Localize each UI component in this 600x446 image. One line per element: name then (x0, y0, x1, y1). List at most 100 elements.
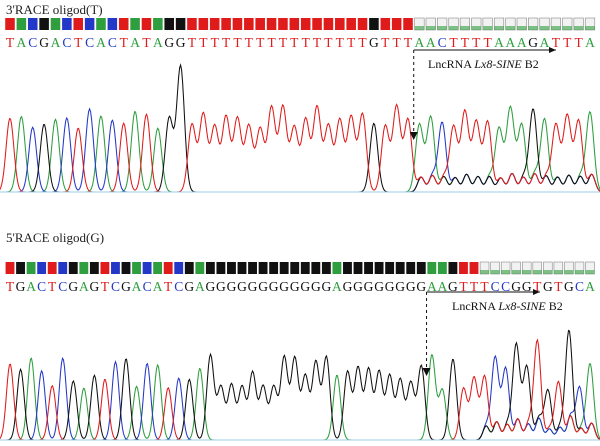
quality-square (47, 262, 57, 274)
base-letter: T (199, 35, 208, 50)
quality-square (62, 18, 72, 30)
base-letter: T (48, 279, 57, 294)
quality-square (323, 18, 334, 30)
base-letter: G (68, 279, 78, 294)
quality-square (216, 262, 226, 274)
base-letter: T (222, 35, 231, 50)
quality-square (100, 262, 110, 274)
base-letter: G (279, 279, 289, 294)
quality-square (244, 18, 254, 30)
quality-square (89, 262, 99, 274)
base-letter: G (16, 279, 26, 294)
base-letter: G (528, 35, 538, 50)
quality-square (107, 18, 118, 30)
base-letter: T (101, 279, 110, 294)
quality-square (130, 18, 140, 30)
quality-fill (539, 26, 550, 30)
base-letter: G (258, 279, 268, 294)
base-letter: C (28, 35, 37, 50)
panel-title: 5'RACE oligod(G) (6, 230, 105, 245)
quality-fill (490, 270, 500, 274)
quality-square (184, 262, 194, 274)
base-letter: G (343, 279, 353, 294)
base-letter: A (540, 35, 550, 50)
base-letter: C (438, 35, 447, 50)
base-letter: C (37, 279, 46, 294)
base-letter: T (6, 35, 15, 50)
quality-square (459, 262, 468, 274)
base-letter: T (324, 35, 333, 50)
quality-square (353, 262, 363, 274)
quality-square (16, 18, 27, 30)
base-letter: T (554, 279, 563, 294)
quality-fill (437, 26, 447, 30)
base-letter: T (279, 35, 288, 50)
base-letter: T (358, 35, 367, 50)
base-letter: G (184, 279, 194, 294)
base-letter: T (347, 35, 356, 50)
quality-square (121, 262, 131, 274)
trace-G (0, 329, 600, 441)
quality-square (311, 262, 321, 274)
quality-square (195, 262, 205, 274)
quality-fill (501, 270, 511, 274)
quality-square (300, 262, 310, 274)
quality-square (380, 18, 391, 30)
quality-square (403, 18, 413, 30)
base-letter: A (79, 279, 89, 294)
quality-square (416, 262, 426, 274)
base-letter: G (374, 279, 384, 294)
base-letter: C (575, 279, 584, 294)
base-letter: G (89, 279, 99, 294)
quality-square (175, 18, 186, 30)
quality-fill (532, 270, 542, 274)
quality-fill (494, 26, 504, 30)
quality-fill (448, 26, 459, 30)
quality-fill (471, 26, 482, 30)
base-letter: T (461, 35, 470, 50)
quality-square (448, 262, 458, 274)
base-letter: T (211, 35, 220, 50)
quality-fill (551, 26, 561, 30)
base-letter: C (143, 279, 152, 294)
base-letter: A (153, 279, 163, 294)
base-letter: A (96, 35, 106, 50)
base-letter: T (459, 279, 468, 294)
quality-square (312, 18, 322, 30)
quality-fill (414, 26, 425, 30)
quality-square (391, 18, 402, 30)
base-letter: A (132, 279, 142, 294)
base-letter: A (426, 35, 436, 50)
trace-group (0, 63, 600, 193)
base-letter: G (406, 279, 416, 294)
quality-square (132, 262, 141, 274)
quality-fill (426, 26, 436, 30)
base-letter: T (552, 35, 561, 50)
base-letter: G (176, 35, 186, 50)
base-letter: C (62, 35, 71, 50)
quality-square (209, 18, 220, 30)
quality-square (5, 18, 15, 30)
quality-square (174, 262, 184, 274)
quality-square (343, 262, 352, 274)
quality-square (164, 18, 174, 30)
base-letter: G (511, 279, 521, 294)
quality-square (469, 262, 479, 274)
annotation-label: LncRNA Lx8-SINE B2 (428, 57, 539, 71)
base-letter: T (245, 35, 254, 50)
base-letter: T (233, 35, 242, 50)
quality-square (187, 18, 197, 30)
quality-square (374, 262, 384, 274)
quality-bar (5, 261, 595, 275)
base-letter: G (564, 279, 574, 294)
base-letter: T (302, 35, 311, 50)
quality-square (227, 262, 236, 274)
base-letter: G (543, 279, 553, 294)
quality-fill (482, 26, 493, 30)
quality-square (279, 262, 289, 274)
quality-square (5, 262, 15, 274)
quality-square (427, 262, 437, 274)
